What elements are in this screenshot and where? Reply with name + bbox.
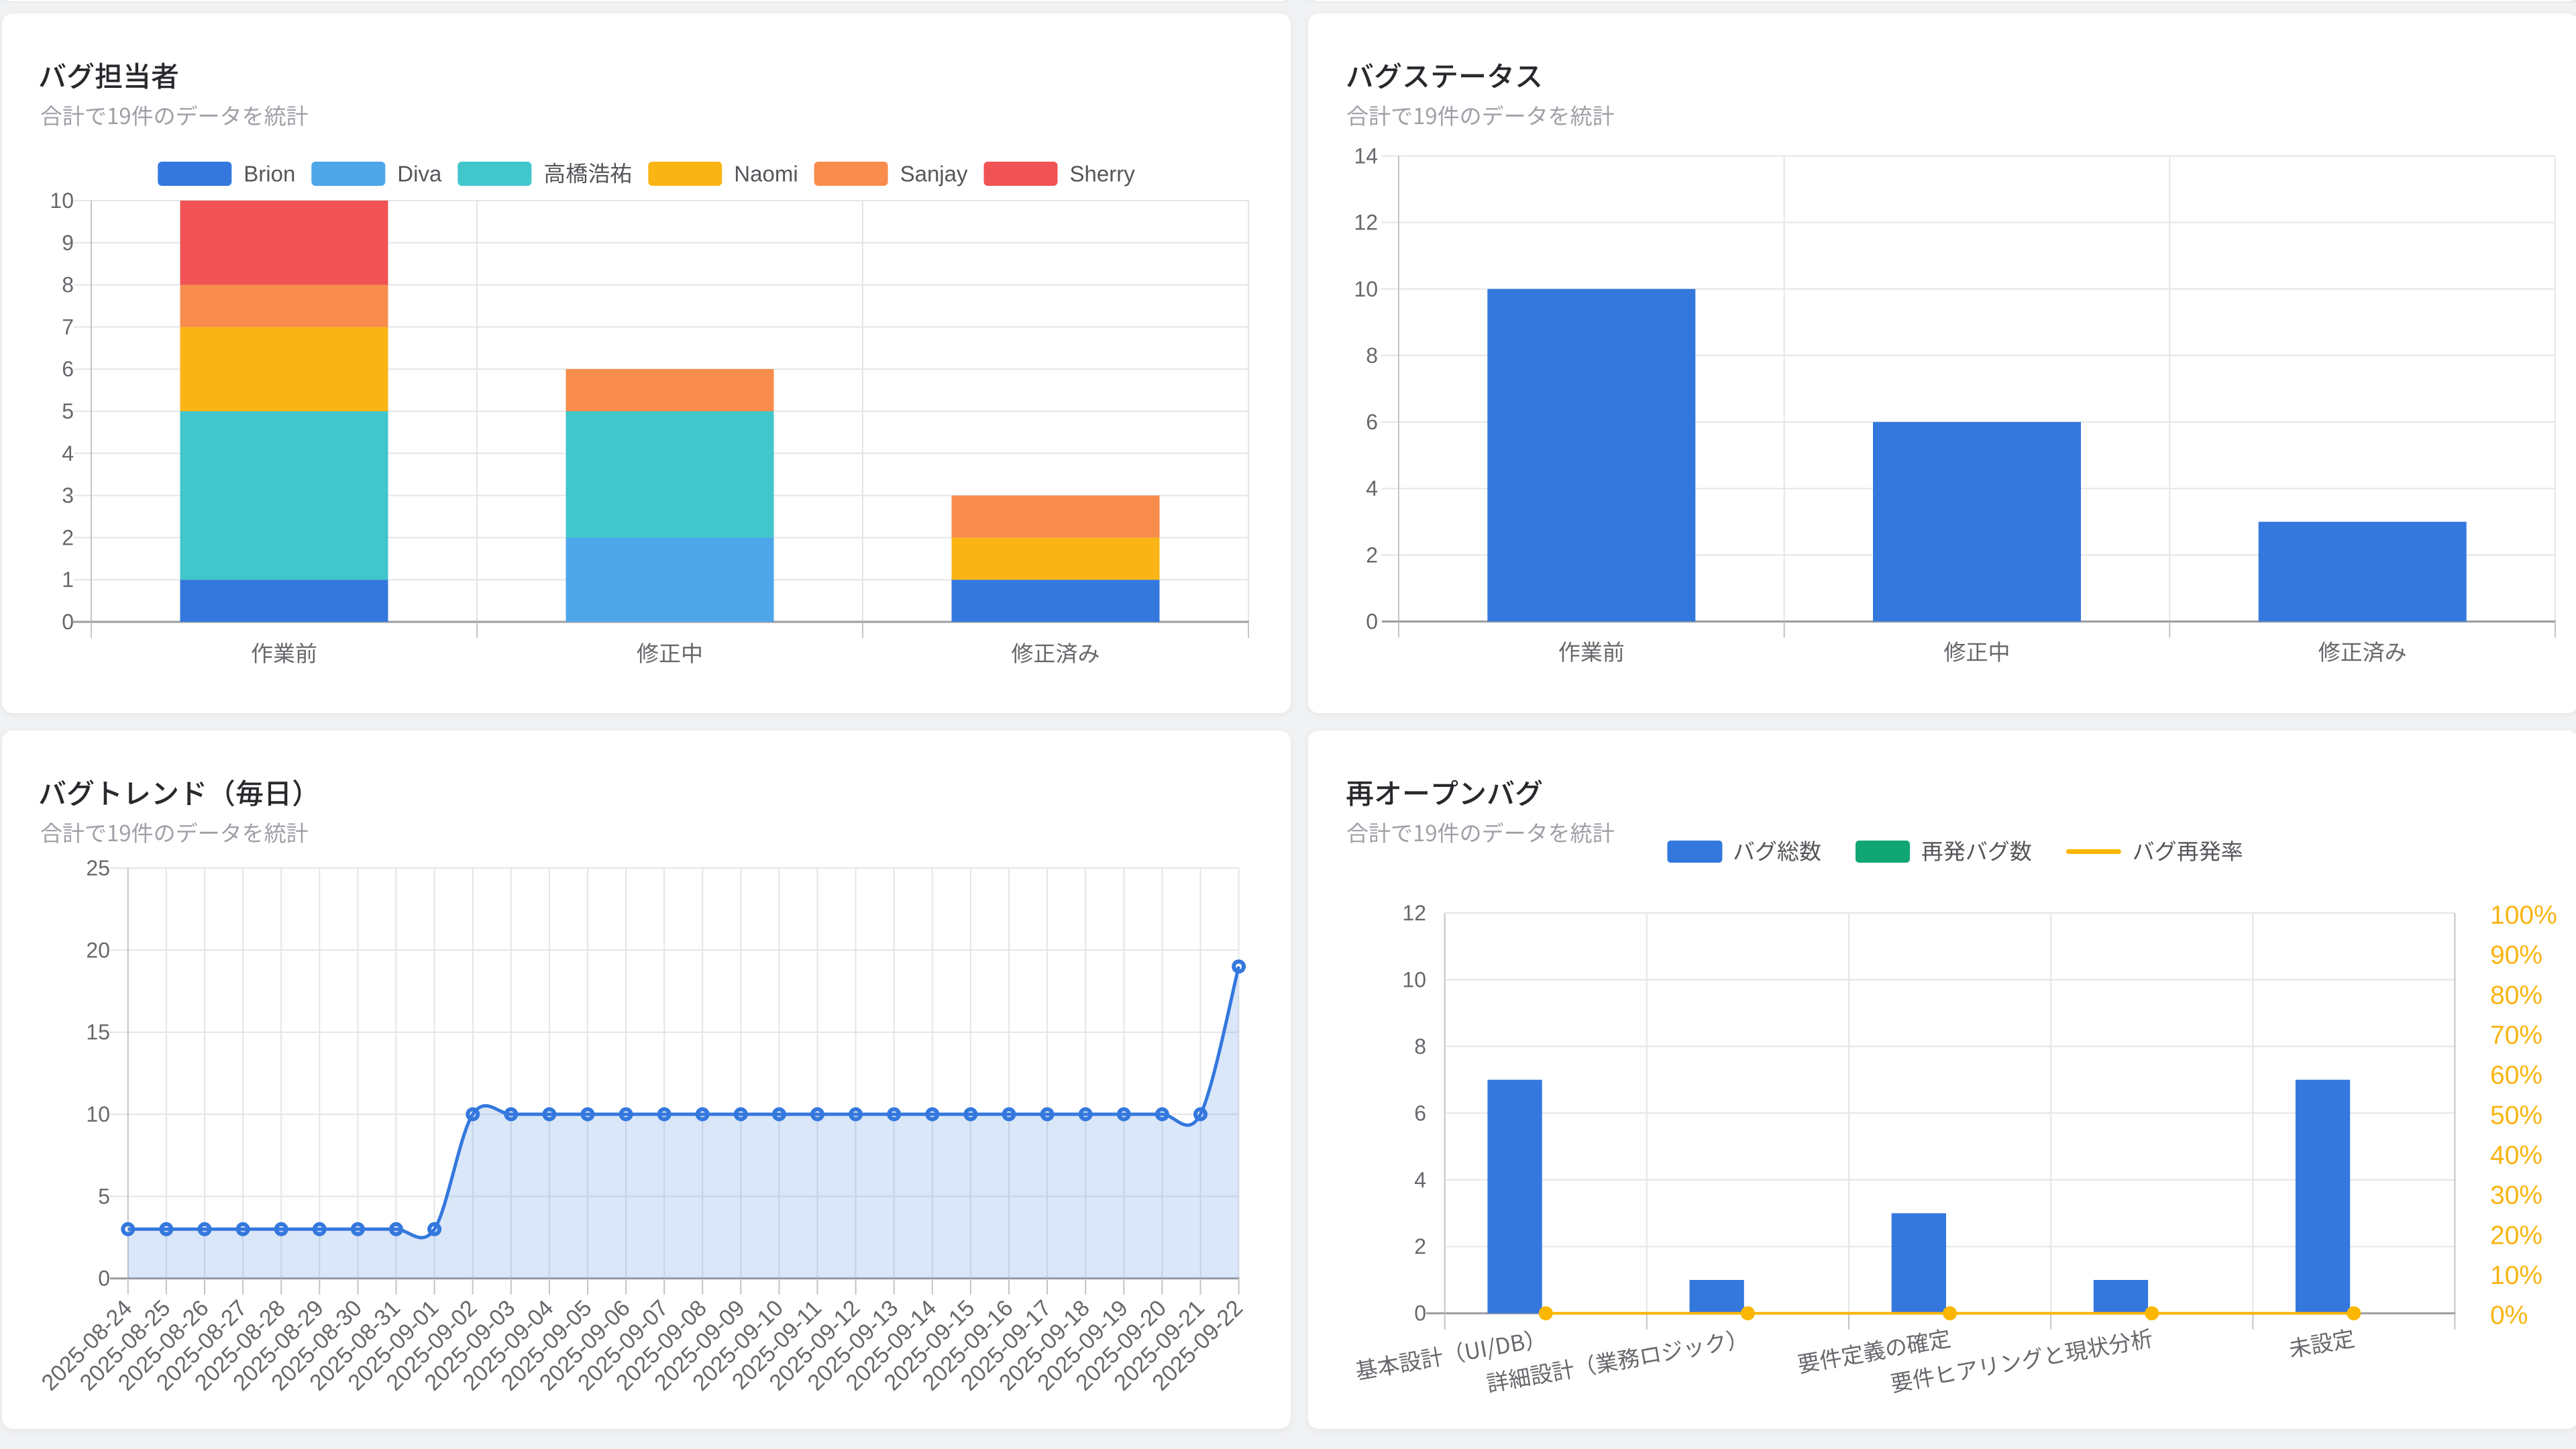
svg-text:4: 4	[1414, 1168, 1426, 1192]
svg-text:10%: 10%	[2490, 1261, 2542, 1290]
svg-text:60%: 60%	[2490, 1061, 2542, 1090]
svg-text:4: 4	[62, 441, 74, 466]
svg-text:Sanjay: Sanjay	[900, 162, 968, 186]
svg-text:40%: 40%	[2490, 1141, 2542, 1170]
svg-text:90%: 90%	[2490, 941, 2542, 970]
svg-text:12: 12	[1354, 211, 1378, 235]
svg-text:80%: 80%	[2490, 981, 2542, 1010]
svg-text:8: 8	[1414, 1034, 1426, 1059]
svg-text:Diva: Diva	[397, 162, 442, 186]
svg-text:15: 15	[86, 1020, 110, 1044]
svg-text:3: 3	[62, 484, 74, 508]
svg-text:0: 0	[62, 610, 74, 634]
svg-text:10: 10	[50, 189, 74, 213]
svg-text:25: 25	[86, 856, 110, 880]
svg-text:9: 9	[62, 231, 74, 255]
svg-text:10: 10	[86, 1102, 110, 1126]
svg-text:2: 2	[1366, 543, 1378, 567]
svg-text:2: 2	[1414, 1234, 1426, 1258]
svg-text:0: 0	[1366, 610, 1378, 634]
svg-text:7: 7	[62, 315, 74, 339]
svg-text:Brion: Brion	[244, 162, 295, 186]
svg-text:5: 5	[98, 1184, 110, 1208]
svg-text:12: 12	[1402, 901, 1426, 925]
svg-text:6: 6	[62, 357, 74, 381]
svg-text:30%: 30%	[2490, 1181, 2542, 1210]
svg-text:Naomi: Naomi	[734, 162, 798, 186]
svg-text:5: 5	[62, 399, 74, 423]
svg-text:8: 8	[62, 273, 74, 297]
svg-text:0: 0	[1414, 1301, 1426, 1326]
svg-text:1: 1	[62, 568, 74, 592]
svg-text:10: 10	[1354, 277, 1378, 301]
svg-text:100%: 100%	[2490, 901, 2557, 930]
svg-text:4: 4	[1366, 476, 1378, 500]
svg-text:0%: 0%	[2490, 1301, 2528, 1330]
svg-text:Sherry: Sherry	[1070, 162, 1136, 186]
svg-text:0: 0	[98, 1267, 110, 1291]
svg-text:20: 20	[86, 938, 110, 962]
svg-text:20%: 20%	[2490, 1221, 2542, 1250]
svg-text:8: 8	[1366, 343, 1378, 368]
svg-text:10: 10	[1402, 968, 1426, 992]
svg-text:6: 6	[1366, 410, 1378, 434]
svg-text:6: 6	[1414, 1101, 1426, 1125]
svg-text:50%: 50%	[2490, 1101, 2542, 1130]
svg-text:14: 14	[1354, 144, 1378, 168]
svg-text:70%: 70%	[2490, 1021, 2542, 1050]
svg-text:2: 2	[62, 525, 74, 549]
